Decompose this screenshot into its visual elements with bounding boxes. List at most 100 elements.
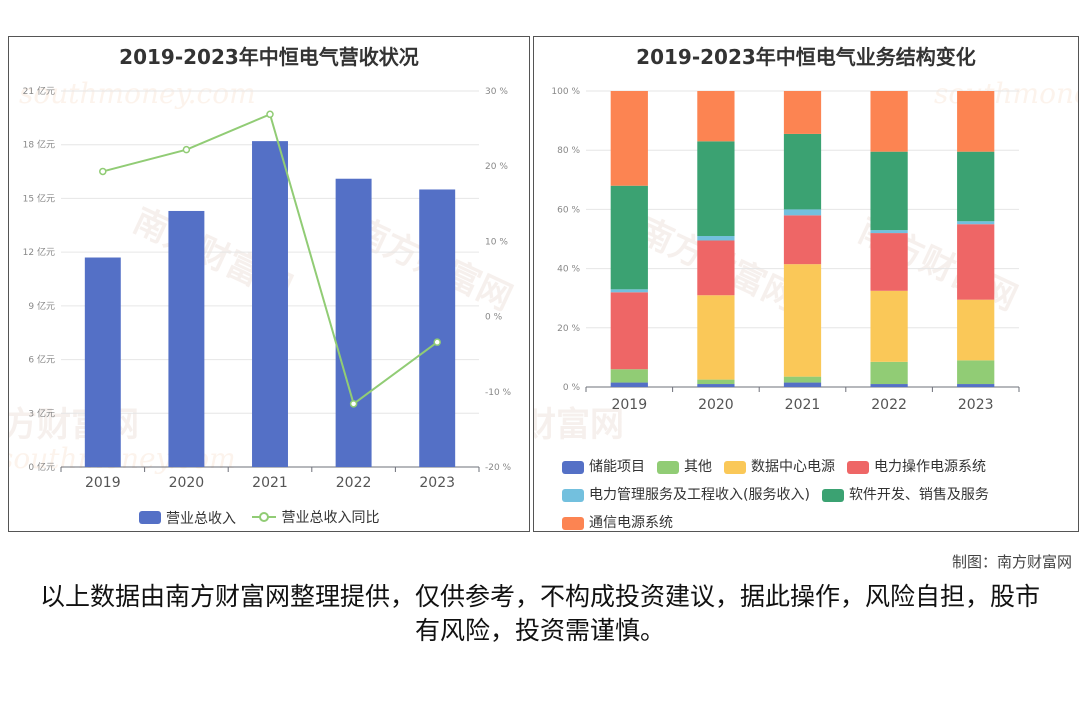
point-yoy	[182, 145, 191, 154]
point-yoy	[433, 338, 441, 346]
legend-swatch	[139, 511, 161, 524]
y-right-tick-label: 10 %	[485, 237, 508, 247]
stacked-segment	[610, 185, 648, 290]
stacked-segment	[870, 233, 908, 291]
stacked-segment	[783, 133, 822, 210]
legend-swatch	[724, 461, 746, 474]
bar-revenue	[335, 178, 372, 467]
x-tick-label: 2022	[871, 397, 907, 413]
x-tick-label: 2020	[169, 475, 205, 491]
y-left-tick-label: 6 亿元	[28, 354, 55, 366]
y-tick-label: 20 %	[557, 324, 580, 334]
x-tick-label: 2021	[252, 475, 288, 491]
bar-revenue	[84, 257, 121, 467]
x-tick-label: 2023	[958, 397, 994, 413]
chart-legend: 储能项目 其他 数据中心电源 电力操作电源系统电力管理服务及工程收入(服务收入) 软件开…	[562, 455, 1062, 531]
legend-label: 营业总收入	[166, 510, 236, 527]
stacked-segment	[610, 289, 648, 293]
x-tick-label: 2022	[336, 475, 372, 491]
stacked-segment	[957, 151, 995, 222]
legend-label: 软件开发、销售及服务	[848, 487, 989, 503]
stacked-segment	[957, 224, 995, 300]
stacked-segment	[783, 91, 822, 134]
y-tick-label: 40 %	[557, 265, 580, 275]
legend-item-yoy[interactable]: 营业总收入同比	[252, 507, 379, 527]
legend-swatch	[847, 461, 869, 474]
stacked-segment	[697, 240, 735, 296]
chart-credit: 制图：南方财富网	[951, 553, 1072, 571]
stacked-segment	[697, 295, 735, 380]
stacked-segment	[697, 384, 735, 387]
stacked-segment	[697, 236, 735, 241]
structure-chart-panel: southmoney.com 南方财富网 南方财富网 南方财富网 2019-20…	[533, 36, 1079, 532]
point-yoy	[266, 110, 274, 119]
stacked-segment	[783, 215, 822, 265]
y-left-tick-label: 9 亿元	[28, 300, 55, 312]
stacked-segment	[783, 209, 822, 216]
y-left-tick-label: 0 亿元	[28, 461, 55, 473]
y-right-tick-label: 30 %	[485, 87, 508, 97]
legend-item[interactable]: 通信电源系统	[562, 511, 673, 531]
stacked-segment	[957, 91, 995, 152]
legend-label: 通信电源系统	[589, 515, 673, 531]
stacked-segment	[870, 290, 908, 362]
chart-title: 2019-2023年中恒电气业务结构变化	[636, 45, 976, 69]
point-yoy	[349, 400, 358, 408]
x-tick-label: 2021	[785, 397, 821, 413]
stacked-segment	[957, 384, 995, 387]
stacked-segment	[783, 264, 822, 377]
y-left-tick-label: 12 亿元	[23, 246, 55, 258]
legend-item[interactable]: 其他	[657, 455, 712, 480]
y-left-tick-label: 18 亿元	[23, 139, 55, 151]
stacked-segment	[610, 91, 648, 186]
bar-revenue	[252, 141, 288, 467]
legend-label: 其他	[684, 459, 712, 475]
stacked-segment	[870, 361, 908, 385]
stacked-segment	[870, 91, 908, 152]
legend-label: 数据中心电源	[751, 459, 835, 475]
legend-item[interactable]: 软件开发、销售及服务	[821, 483, 989, 508]
structure-chart: 0 % 20 % 40 % 60 % 80 % 100 % 2019 2020 2021 2022…	[551, 87, 1020, 413]
legend-swatch	[562, 517, 584, 530]
stacked-segment	[697, 91, 735, 142]
legend-swatch	[562, 461, 584, 474]
stacked-segment	[957, 221, 995, 225]
legend-label: 电力操作电源系统	[874, 459, 986, 475]
stacked-segment	[697, 379, 735, 385]
y-tick-label: 80 %	[557, 146, 580, 156]
point-yoy	[99, 167, 107, 176]
legend-item[interactable]: 储能项目	[562, 455, 645, 480]
x-tick-label: 2019	[611, 397, 647, 413]
legend-swatch	[657, 461, 679, 474]
legend-item[interactable]: 电力管理服务及工程收入(服务收入)	[562, 483, 810, 508]
y-tick-label: 60 %	[557, 205, 580, 215]
y-right-tick-label: 0 %	[485, 313, 503, 323]
legend-label: 营业总收入同比	[281, 510, 380, 526]
legend-label: 储能项目	[589, 459, 645, 475]
x-tick-label: 2019	[85, 475, 121, 491]
y-tick-label: 0 %	[563, 383, 581, 393]
y-right-tick-label: -20 %	[485, 463, 512, 473]
revenue-chart-panel: southmoney.com 南方财富网 南方财富网 南方财富网 southmo…	[8, 36, 530, 532]
x-tick-label: 2023	[419, 475, 455, 491]
legend-item[interactable]: 数据中心电源	[724, 455, 835, 480]
stacked-segment	[870, 230, 908, 234]
legend-swatch	[562, 489, 584, 502]
y-left-tick-label: 21 亿元	[23, 85, 55, 97]
stacked-segment	[783, 376, 822, 383]
y-right-tick-label: -10 %	[485, 388, 512, 398]
stacked-segment	[783, 382, 822, 387]
stacked-segment	[870, 384, 908, 387]
chart-title: 2019-2023年中恒电气营收状况	[119, 45, 419, 69]
stacked-segment	[697, 141, 735, 237]
bar-revenue	[419, 189, 456, 467]
legend-line-symbol	[252, 512, 277, 522]
y-tick-label: 100 %	[551, 87, 580, 97]
legend-item[interactable]: 电力操作电源系统	[847, 455, 986, 480]
stacked-segment	[610, 369, 648, 383]
disclaimer-text: 以上数据由南方财富网整理提供，仅供参考，不构成投资建议，据此操作，风险自担，股市…	[40, 582, 1041, 645]
revenue-chart: 0 亿元 3 亿元 6 亿元 9 亿元 12 亿元 15 亿元 18 亿元 21 亿元 -20 …	[23, 85, 512, 491]
legend-label: 电力管理服务及工程收入(服务收入)	[589, 487, 810, 503]
legend-swatch	[821, 489, 844, 502]
legend-item-revenue[interactable]: 营业总收入	[139, 508, 236, 528]
